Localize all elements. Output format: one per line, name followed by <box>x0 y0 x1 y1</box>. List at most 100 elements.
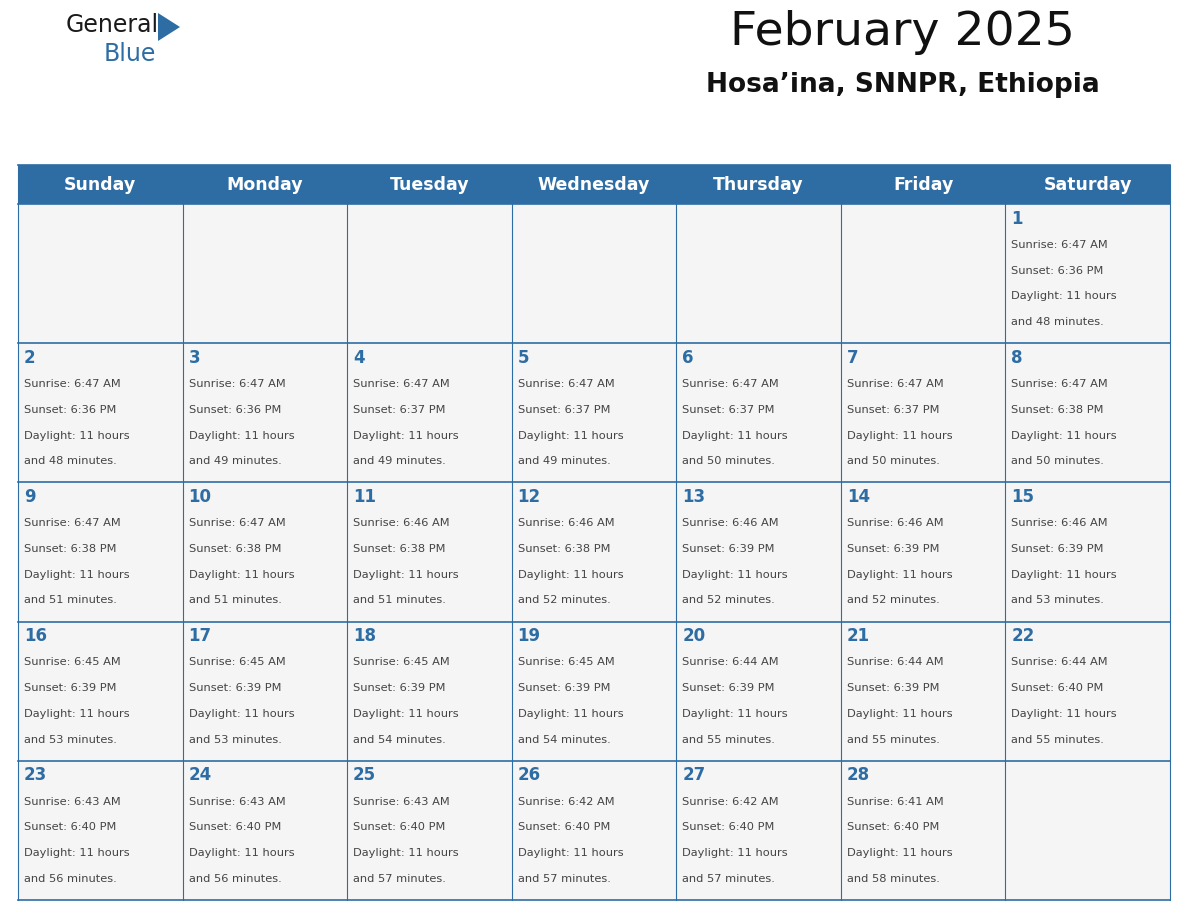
Text: and 53 minutes.: and 53 minutes. <box>1011 596 1104 606</box>
Text: Sunset: 6:37 PM: Sunset: 6:37 PM <box>353 405 446 415</box>
Text: Sunset: 6:40 PM: Sunset: 6:40 PM <box>353 823 446 833</box>
Bar <box>676 621 841 761</box>
Bar <box>18 761 183 900</box>
Text: and 49 minutes.: and 49 minutes. <box>189 456 282 466</box>
Text: Daylight: 11 hours: Daylight: 11 hours <box>682 848 788 858</box>
Bar <box>512 761 676 900</box>
Text: Sunrise: 6:44 AM: Sunrise: 6:44 AM <box>847 657 943 667</box>
Text: Thursday: Thursday <box>713 175 804 194</box>
Text: 23: 23 <box>24 767 48 784</box>
Text: Daylight: 11 hours: Daylight: 11 hours <box>353 570 459 579</box>
Text: 3: 3 <box>189 349 200 366</box>
Text: and 56 minutes.: and 56 minutes. <box>189 874 282 884</box>
Text: Sunset: 6:37 PM: Sunset: 6:37 PM <box>518 405 611 415</box>
Text: and 52 minutes.: and 52 minutes. <box>682 596 775 606</box>
Text: and 49 minutes.: and 49 minutes. <box>353 456 446 466</box>
Text: Sunrise: 6:45 AM: Sunrise: 6:45 AM <box>189 657 285 667</box>
Text: 17: 17 <box>189 627 211 645</box>
Text: Daylight: 11 hours: Daylight: 11 hours <box>353 709 459 719</box>
Text: Sunset: 6:38 PM: Sunset: 6:38 PM <box>189 544 282 554</box>
Text: and 48 minutes.: and 48 minutes. <box>1011 317 1104 327</box>
Text: Sunrise: 6:44 AM: Sunrise: 6:44 AM <box>682 657 779 667</box>
Bar <box>676 343 841 482</box>
Text: and 50 minutes.: and 50 minutes. <box>1011 456 1104 466</box>
Text: Sunrise: 6:46 AM: Sunrise: 6:46 AM <box>1011 518 1108 528</box>
Text: Daylight: 11 hours: Daylight: 11 hours <box>847 431 953 441</box>
Text: Daylight: 11 hours: Daylight: 11 hours <box>189 431 295 441</box>
Bar <box>18 621 183 761</box>
Text: Sunrise: 6:45 AM: Sunrise: 6:45 AM <box>24 657 121 667</box>
Bar <box>18 343 183 482</box>
Text: Sunset: 6:37 PM: Sunset: 6:37 PM <box>847 405 940 415</box>
Text: Sunset: 6:39 PM: Sunset: 6:39 PM <box>682 544 775 554</box>
Text: Daylight: 11 hours: Daylight: 11 hours <box>518 848 624 858</box>
Bar <box>1005 761 1170 900</box>
Text: Sunrise: 6:43 AM: Sunrise: 6:43 AM <box>353 797 450 807</box>
Text: Sunset: 6:37 PM: Sunset: 6:37 PM <box>682 405 775 415</box>
Text: and 55 minutes.: and 55 minutes. <box>1011 734 1104 744</box>
Text: 13: 13 <box>682 487 706 506</box>
Text: Sunset: 6:39 PM: Sunset: 6:39 PM <box>189 683 282 693</box>
Text: Sunrise: 6:41 AM: Sunrise: 6:41 AM <box>847 797 943 807</box>
Text: Sunrise: 6:47 AM: Sunrise: 6:47 AM <box>24 518 121 528</box>
Polygon shape <box>158 13 181 41</box>
Bar <box>1005 204 1170 343</box>
Text: and 51 minutes.: and 51 minutes. <box>189 596 282 606</box>
Text: Sunrise: 6:46 AM: Sunrise: 6:46 AM <box>518 518 614 528</box>
Text: Sunrise: 6:44 AM: Sunrise: 6:44 AM <box>1011 657 1108 667</box>
Text: Sunrise: 6:45 AM: Sunrise: 6:45 AM <box>518 657 614 667</box>
Text: Sunset: 6:38 PM: Sunset: 6:38 PM <box>518 544 611 554</box>
Text: and 53 minutes.: and 53 minutes. <box>189 734 282 744</box>
Text: Saturday: Saturday <box>1043 175 1132 194</box>
Text: 7: 7 <box>847 349 859 366</box>
Text: Sunset: 6:40 PM: Sunset: 6:40 PM <box>1011 683 1104 693</box>
Bar <box>347 482 512 621</box>
Text: General: General <box>65 13 158 37</box>
Bar <box>183 482 347 621</box>
Text: 18: 18 <box>353 627 377 645</box>
Text: 28: 28 <box>847 767 870 784</box>
Text: Daylight: 11 hours: Daylight: 11 hours <box>682 570 788 579</box>
Text: 14: 14 <box>847 487 870 506</box>
Text: 19: 19 <box>518 627 541 645</box>
Text: and 48 minutes.: and 48 minutes. <box>24 456 116 466</box>
Text: Sunrise: 6:43 AM: Sunrise: 6:43 AM <box>189 797 285 807</box>
Text: and 52 minutes.: and 52 minutes. <box>847 596 940 606</box>
Text: 27: 27 <box>682 767 706 784</box>
Text: 4: 4 <box>353 349 365 366</box>
Text: and 54 minutes.: and 54 minutes. <box>353 734 446 744</box>
Bar <box>347 204 512 343</box>
Text: Sunset: 6:40 PM: Sunset: 6:40 PM <box>189 823 280 833</box>
Text: Sunset: 6:38 PM: Sunset: 6:38 PM <box>24 544 116 554</box>
Bar <box>183 204 347 343</box>
Text: and 51 minutes.: and 51 minutes. <box>353 596 446 606</box>
Text: Sunrise: 6:47 AM: Sunrise: 6:47 AM <box>682 379 779 389</box>
Text: Sunset: 6:36 PM: Sunset: 6:36 PM <box>24 405 116 415</box>
Text: Sunrise: 6:47 AM: Sunrise: 6:47 AM <box>518 379 614 389</box>
Text: 5: 5 <box>518 349 529 366</box>
Text: Daylight: 11 hours: Daylight: 11 hours <box>847 709 953 719</box>
Text: Sunset: 6:40 PM: Sunset: 6:40 PM <box>847 823 940 833</box>
Text: Daylight: 11 hours: Daylight: 11 hours <box>1011 291 1117 301</box>
Text: Sunset: 6:40 PM: Sunset: 6:40 PM <box>24 823 116 833</box>
Text: Daylight: 11 hours: Daylight: 11 hours <box>682 709 788 719</box>
Text: 12: 12 <box>518 487 541 506</box>
Text: 26: 26 <box>518 767 541 784</box>
Bar <box>347 621 512 761</box>
Bar <box>841 761 1005 900</box>
Bar <box>512 343 676 482</box>
Text: Sunrise: 6:47 AM: Sunrise: 6:47 AM <box>189 379 285 389</box>
Text: Daylight: 11 hours: Daylight: 11 hours <box>189 570 295 579</box>
Text: Hosa’ina, SNNPR, Ethiopia: Hosa’ina, SNNPR, Ethiopia <box>706 72 1100 98</box>
Text: and 56 minutes.: and 56 minutes. <box>24 874 116 884</box>
Text: Sunset: 6:40 PM: Sunset: 6:40 PM <box>682 823 775 833</box>
Text: Daylight: 11 hours: Daylight: 11 hours <box>24 709 129 719</box>
Text: Daylight: 11 hours: Daylight: 11 hours <box>353 431 459 441</box>
Text: 16: 16 <box>24 627 48 645</box>
Bar <box>1005 482 1170 621</box>
Text: Sunday: Sunday <box>64 175 137 194</box>
Bar <box>676 761 841 900</box>
Text: and 51 minutes.: and 51 minutes. <box>24 596 116 606</box>
Bar <box>183 621 347 761</box>
Text: 15: 15 <box>1011 487 1035 506</box>
